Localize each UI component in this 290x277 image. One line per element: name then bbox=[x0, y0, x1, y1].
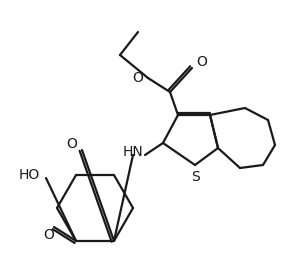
Text: HN: HN bbox=[123, 145, 143, 159]
Text: O: O bbox=[66, 137, 77, 151]
Text: HO: HO bbox=[18, 168, 40, 182]
Text: O: O bbox=[132, 71, 143, 85]
Text: O: O bbox=[44, 228, 55, 242]
Text: O: O bbox=[196, 55, 207, 69]
Text: S: S bbox=[191, 170, 200, 184]
